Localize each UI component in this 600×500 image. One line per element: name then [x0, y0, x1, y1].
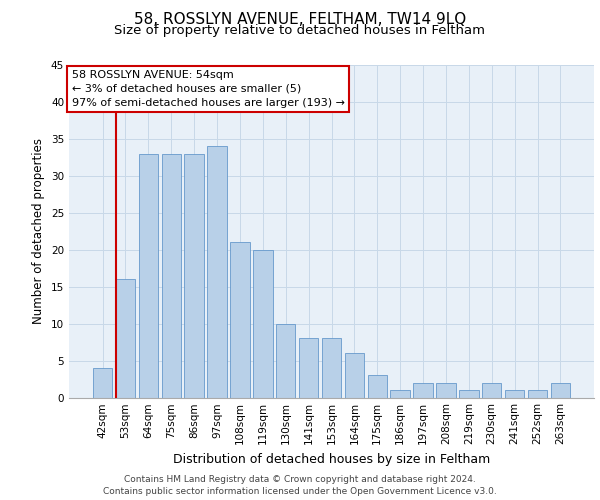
Bar	[276, 324, 295, 398]
Bar	[299, 338, 319, 398]
Bar	[459, 390, 479, 398]
Bar	[116, 280, 135, 398]
Bar	[391, 390, 410, 398]
Bar	[208, 146, 227, 398]
Bar	[482, 382, 502, 398]
Bar	[413, 382, 433, 398]
Text: 58, ROSSLYN AVENUE, FELTHAM, TW14 9LQ: 58, ROSSLYN AVENUE, FELTHAM, TW14 9LQ	[134, 12, 466, 28]
Bar	[344, 353, 364, 398]
Bar	[528, 390, 547, 398]
Text: 58 ROSSLYN AVENUE: 54sqm
← 3% of detached houses are smaller (5)
97% of semi-det: 58 ROSSLYN AVENUE: 54sqm ← 3% of detache…	[71, 70, 344, 108]
X-axis label: Distribution of detached houses by size in Feltham: Distribution of detached houses by size …	[173, 453, 490, 466]
Bar	[322, 338, 341, 398]
Bar	[230, 242, 250, 398]
Bar	[161, 154, 181, 398]
Bar	[253, 250, 272, 398]
Text: Contains HM Land Registry data © Crown copyright and database right 2024.
Contai: Contains HM Land Registry data © Crown c…	[103, 474, 497, 496]
Bar	[551, 382, 570, 398]
Bar	[436, 382, 455, 398]
Bar	[505, 390, 524, 398]
Bar	[139, 154, 158, 398]
Y-axis label: Number of detached properties: Number of detached properties	[32, 138, 46, 324]
Text: Size of property relative to detached houses in Feltham: Size of property relative to detached ho…	[115, 24, 485, 37]
Bar	[368, 376, 387, 398]
Bar	[184, 154, 204, 398]
Bar	[93, 368, 112, 398]
